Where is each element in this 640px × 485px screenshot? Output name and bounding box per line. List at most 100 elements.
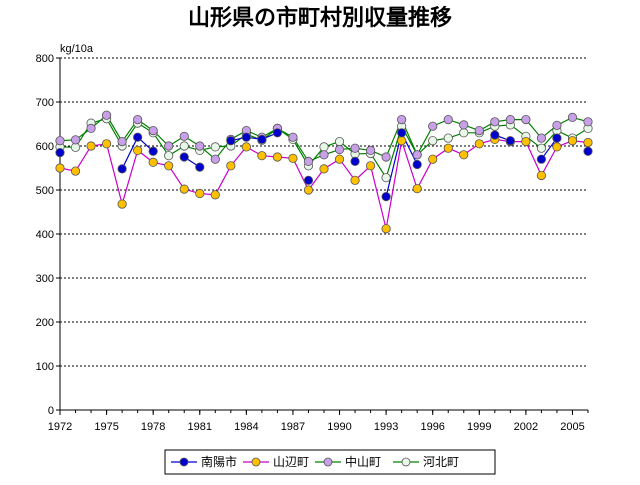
data-point [148, 146, 158, 156]
data-point [490, 130, 500, 140]
data-point [412, 184, 422, 194]
data-point [521, 115, 531, 125]
data-point [241, 142, 251, 152]
data-point [412, 150, 422, 160]
chart-title: 山形県の市町村別収量推移 [188, 5, 452, 31]
legend-marker [401, 457, 411, 467]
data-point [303, 156, 314, 166]
data-point [319, 164, 329, 174]
data-point [505, 115, 515, 125]
data-point [381, 173, 391, 183]
data-point [257, 134, 267, 144]
data-point [505, 136, 515, 146]
data-point [303, 175, 314, 185]
data-point [70, 166, 81, 176]
data-point [179, 184, 189, 194]
data-point [459, 150, 469, 160]
data-point [272, 152, 283, 162]
y-tick-label: 500 [36, 185, 54, 197]
data-point [334, 137, 345, 147]
legend-label: 山辺町 [273, 455, 309, 469]
data-point [133, 115, 143, 125]
data-point [365, 145, 376, 155]
data-point [195, 188, 205, 199]
data-point [443, 133, 453, 143]
data-point [164, 161, 174, 171]
data-point [164, 151, 174, 161]
data-point [365, 161, 376, 171]
data-point [272, 128, 283, 138]
data-point [303, 185, 314, 195]
series-2-markers [55, 134, 593, 234]
y-tick-label: 200 [36, 317, 54, 329]
data-point [86, 123, 96, 133]
legend-label: 河北町 [423, 455, 459, 469]
data-point [179, 152, 189, 162]
y-tick-label: 600 [36, 141, 54, 153]
data-point [583, 137, 593, 148]
data-point [474, 139, 484, 149]
data-point [288, 153, 298, 163]
data-point [210, 142, 220, 152]
data-point [210, 190, 220, 200]
data-point [536, 154, 547, 164]
legend-marker [323, 457, 333, 467]
data-point [567, 136, 578, 146]
y-tick-label: 800 [36, 53, 54, 65]
x-tick-label: 1984 [234, 421, 258, 433]
data-point [117, 137, 127, 147]
x-tick-label: 1987 [281, 421, 305, 433]
data-point [381, 192, 391, 202]
data-point [101, 110, 112, 120]
x-tick-label: 1993 [374, 421, 398, 433]
legend-marker [251, 457, 261, 467]
series-line [230, 132, 278, 142]
data-point [133, 132, 143, 142]
data-point [350, 143, 360, 153]
data-point [536, 143, 547, 153]
data-point [319, 150, 329, 160]
data-point [583, 117, 593, 127]
data-point [552, 142, 562, 152]
data-point [397, 136, 407, 146]
data-point [55, 163, 65, 173]
data-point [397, 115, 407, 125]
data-point [350, 156, 360, 166]
data-point [86, 141, 96, 151]
data-point [443, 143, 453, 153]
data-point [319, 142, 329, 152]
legend-marker [179, 457, 189, 467]
data-point [459, 120, 469, 130]
data-point [443, 115, 453, 125]
data-point [381, 224, 391, 234]
data-point [226, 161, 236, 171]
x-tick-label: 2002 [514, 421, 538, 433]
data-point [164, 141, 174, 151]
data-point [70, 135, 81, 145]
data-point [101, 139, 112, 149]
data-point [210, 154, 220, 164]
data-point [334, 144, 345, 155]
data-point [288, 132, 298, 142]
data-point [195, 162, 205, 172]
data-point [350, 175, 360, 185]
data-point [428, 136, 438, 146]
data-point [583, 146, 593, 156]
x-tick-label: 1981 [188, 421, 212, 433]
x-tick-label: 1972 [48, 421, 72, 433]
data-point [397, 128, 407, 138]
data-point [133, 145, 143, 155]
data-point [552, 133, 562, 143]
data-point [148, 126, 158, 136]
data-point [536, 133, 547, 143]
y-tick-label: 700 [36, 97, 54, 109]
x-tick-label: 1990 [327, 421, 351, 433]
data-point [459, 128, 469, 138]
y-tick-label: 400 [36, 229, 54, 241]
y-tick-label: 100 [36, 361, 54, 373]
data-point [179, 131, 189, 141]
legend-label: 南陽市 [201, 454, 237, 469]
x-tick-label: 1996 [420, 421, 444, 433]
data-point [490, 117, 500, 127]
